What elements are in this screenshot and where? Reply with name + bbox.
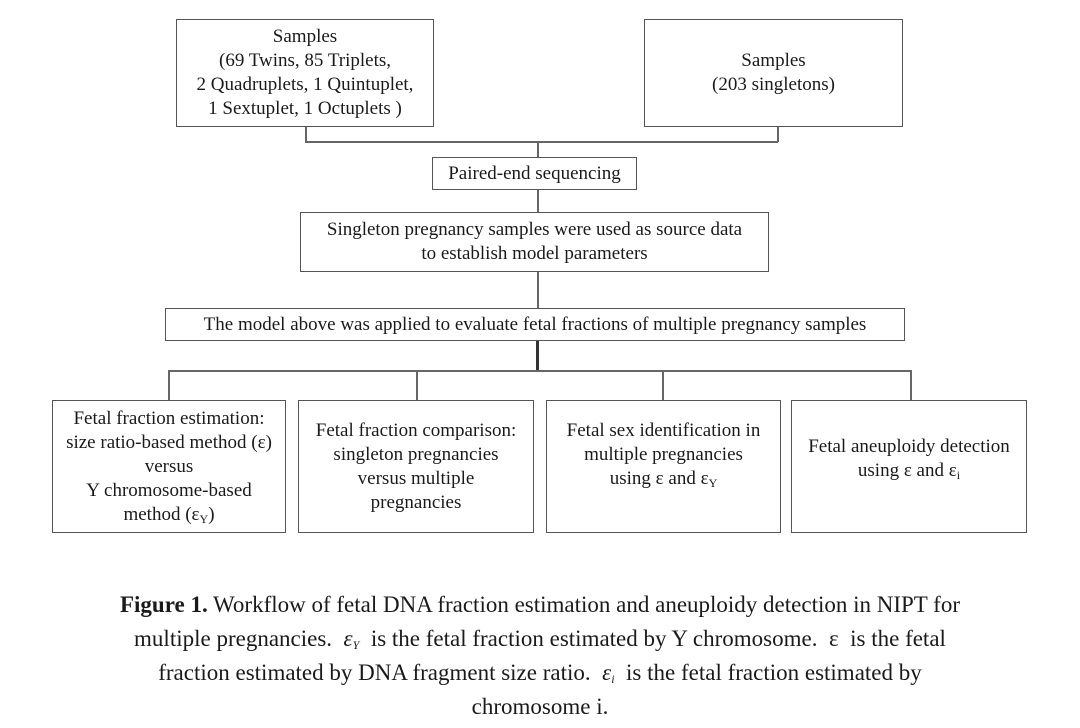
caption-line: multiple pregnancies. εY is the fetal fr… [134,626,946,652]
connector [168,370,911,372]
box-text: Y chromosome-based [86,479,252,501]
connector [537,272,539,309]
connector [305,127,307,142]
box-text: Singleton pregnancy samples were used as… [326,219,743,240]
sequencing-box: Paired-end sequencing [432,157,637,190]
samples-singleton-box: Samples (203 singletons) [644,19,903,127]
connector [662,370,664,401]
box-text: Samples [741,50,806,71]
box-text: Paired-end sequencing [448,162,621,184]
figure-caption: Figure 1. Workflow of fetal DNA fraction… [20,588,1060,724]
connector [537,141,539,158]
connector [537,190,539,213]
caption-line: Figure 1. Workflow of fetal DNA fraction… [119,592,961,617]
box-text: using ε and εY [609,468,718,490]
connector [777,127,779,142]
box-text: method (εY) [123,503,215,526]
connector [910,370,912,401]
samples-multiple-box: Samples (69 Twins, 85 Triplets, 2 Quadru… [176,19,434,127]
box-text: (69 Twins, 85 Triplets, [219,50,391,71]
box-text: using ε and εi [857,460,961,482]
box-text: The model above was applied to evaluate … [203,313,867,335]
connector [305,141,778,143]
box-text: pregnancies [370,491,462,513]
outcome-box-ff-comparison: Fetal fraction comparison: singleton pre… [298,400,534,533]
box-text: Samples [272,26,338,47]
box-text: multiple pregnancies [584,444,743,465]
outcome-box-ff-estimation: Fetal fraction estimation: size ratio-ba… [52,400,286,533]
box-text: versus multiple [357,467,475,489]
box-text: (203 singletons) [712,74,835,95]
caption-line: fraction estimated by DNA fragment size … [158,660,922,686]
box-text: Fetal fraction comparison: [315,419,517,441]
connector [416,370,418,401]
source-data-box: Singleton pregnancy samples were used as… [300,212,769,272]
caption-line: chromosome i. [471,694,609,719]
figure-label: Figure 1. [119,592,208,617]
box-text: Fetal aneuploidy detection [808,436,1010,457]
box-text: versus [144,455,194,477]
box-text: 2 Quadruplets, 1 Quintuplet, [196,74,414,95]
box-text: size ratio-based method (ε) [66,431,272,453]
box-text: Fetal fraction estimation: [73,407,265,429]
box-text: singleton pregnancies [333,443,499,465]
model-applied-box: The model above was applied to evaluate … [165,308,905,341]
box-text: to establish model parameters [421,243,648,264]
box-text: 1 Sextuplet, 1 Octuplets ) [208,98,402,119]
outcome-box-sex-identification: Fetal sex identification in multiple pre… [546,400,781,533]
connector [536,341,539,371]
outcome-box-aneuploidy-detection: Fetal aneuploidy detection using ε and ε… [791,400,1027,533]
box-text: Fetal sex identification in [566,420,761,441]
connector [168,370,170,401]
